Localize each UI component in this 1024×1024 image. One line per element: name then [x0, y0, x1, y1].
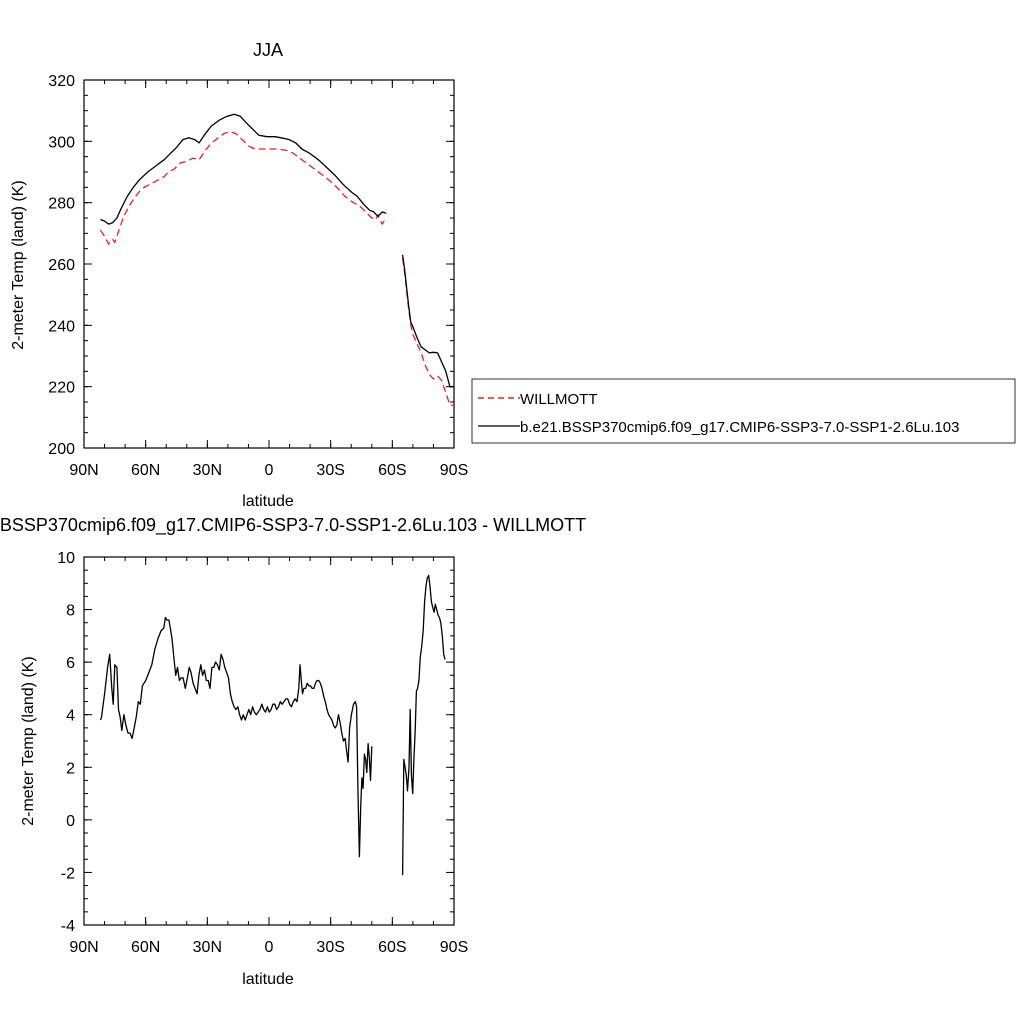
y-tick-label: 320	[48, 73, 75, 90]
x-tick-label: 0	[265, 939, 274, 956]
top-chart-title: JJA	[253, 40, 283, 60]
legend-box	[471, 378, 1016, 444]
bottom-chart-y-axis-label: 2-meter Temp (land) (K)	[20, 656, 37, 826]
top-chart-series-1-line-segment-1	[401, 254, 454, 388]
y-tick-label: 6	[66, 655, 75, 672]
bottom-chart-series	[99, 574, 446, 876]
top-chart-x-tick-labels: 90N 60N 30N 0 30S 60S 90S	[69, 462, 468, 479]
x-tick-label: 90S	[440, 462, 468, 479]
top-chart-series-0-line-segment-0	[99, 130, 387, 245]
y-tick-label: 0	[66, 813, 75, 830]
bottom-chart-plot-frame	[83, 556, 455, 926]
x-tick-label: 60S	[378, 462, 406, 479]
bottom-chart-major-ticks	[83, 556, 455, 926]
top-chart-series-0-line-segment-1	[401, 257, 454, 406]
top-chart-y-axis-label: 2-meter Temp (land) (K)	[10, 180, 27, 350]
x-tick-label: 90N	[69, 462, 98, 479]
bottom-chart-series-0-line-segment-1	[401, 574, 446, 876]
y-tick-label: 280	[48, 196, 75, 213]
bottom-chart-x-tick-labels: 90N 60N 30N 0 30S 60S 90S	[69, 939, 468, 956]
bottom-chart: b.e21.BSSP370cmip6.f09_g17.CMIP6-SSP3-7.…	[0, 515, 586, 988]
top-chart: JJA 90N 60N 30N 0 30S 60S 90S 200 220 240 260 280 3…	[10, 40, 468, 510]
bottom-chart-x-axis-label: latitude	[242, 971, 294, 988]
top-chart-y-tick-labels: 200 220 240 260 280 300 320	[48, 73, 75, 458]
legend-label-model: b.e21.BSSP370cmip6.f09_g17.CMIP6-SSP3-7.…	[520, 419, 959, 436]
x-tick-label: 30N	[193, 939, 222, 956]
x-tick-label: 90S	[440, 939, 468, 956]
x-tick-label: 30S	[316, 939, 344, 956]
legend: WILLMOTT b.e21.BSSP370cmip6.f09_g17.CMIP…	[471, 378, 1016, 444]
y-tick-label: 200	[48, 441, 75, 458]
bottom-chart-minor-ticks	[83, 556, 455, 926]
y-tick-label: -2	[61, 865, 75, 882]
x-tick-label: 60N	[131, 462, 160, 479]
top-chart-series	[99, 113, 454, 406]
y-tick-label: 8	[66, 603, 75, 620]
legend-label-willmott: WILLMOTT	[520, 391, 598, 408]
x-tick-label: 0	[265, 462, 274, 479]
top-chart-major-ticks	[83, 79, 455, 449]
top-chart-minor-ticks	[83, 79, 455, 449]
y-tick-label: 220	[48, 380, 75, 397]
x-tick-label: 30N	[193, 462, 222, 479]
bottom-chart-y-tick-labels: -4 -2 0 2 4 6 8 10	[57, 550, 75, 935]
top-chart-series-1-line-segment-0	[100, 113, 387, 225]
x-tick-label: 60S	[378, 939, 406, 956]
x-tick-label: 30S	[316, 462, 344, 479]
y-tick-label: 10	[57, 550, 75, 567]
y-tick-label: 260	[48, 257, 75, 274]
bottom-chart-title: b.e21.BSSP370cmip6.f09_g17.CMIP6-SSP3-7.…	[0, 515, 586, 536]
bottom-chart-series-0-line-segment-0	[99, 616, 373, 858]
y-tick-label: 4	[66, 708, 75, 725]
y-tick-label: -4	[61, 918, 75, 935]
y-tick-label: 300	[48, 134, 75, 151]
x-tick-label: 90N	[69, 939, 98, 956]
top-chart-plot-frame	[83, 79, 455, 449]
y-tick-label: 240	[48, 318, 75, 335]
top-chart-x-axis-label: latitude	[242, 493, 294, 510]
y-tick-label: 2	[66, 760, 75, 777]
x-tick-label: 60N	[131, 939, 160, 956]
